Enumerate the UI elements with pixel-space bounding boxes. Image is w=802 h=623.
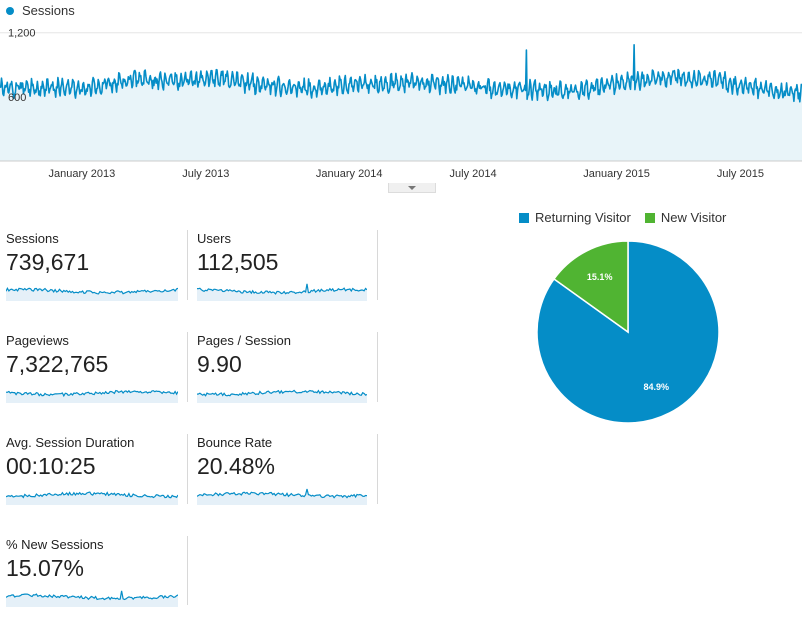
pie-legend: Returning Visitor New Visitor — [519, 210, 740, 225]
y-tick-label: 600 — [8, 92, 26, 104]
sparkline-line — [6, 590, 178, 601]
metric-tile-users[interactable]: Users 112,505 — [197, 231, 377, 317]
legend-returning-visitor-label: Returning Visitor — [535, 210, 631, 225]
x-tick-label: January 2013 — [49, 168, 116, 180]
legend-item-returning-visitor[interactable]: Returning Visitor — [519, 210, 631, 225]
sparkline-line — [6, 491, 178, 499]
sparkline-fill — [197, 390, 367, 403]
metric-tile-avg-session-duration[interactable]: Avg. Session Duration 00:10:25 — [6, 435, 186, 521]
sparkline — [6, 381, 178, 403]
sparkline-line — [6, 389, 178, 398]
x-tick-label: January 2014 — [316, 168, 383, 180]
sparkline — [197, 483, 367, 505]
sparkline-fill — [197, 489, 367, 505]
pie-slice-returning-visitor — [536, 240, 720, 424]
metric-value: 15.07% — [6, 555, 85, 581]
metric-label: Users — [197, 231, 231, 246]
sparkline-line — [6, 287, 178, 295]
x-tick-label: July 2013 — [182, 168, 229, 180]
sparkline — [6, 585, 178, 607]
x-tick-label: July 2014 — [450, 168, 497, 180]
metric-label: Pageviews — [6, 333, 69, 348]
sparkline-line — [197, 283, 367, 295]
legend-new-visitor-label: New Visitor — [660, 210, 727, 225]
metric-label: Sessions — [6, 231, 59, 246]
metric-tile-sessions[interactable]: Sessions 739,671 — [6, 231, 186, 317]
legend-sessions-label: Sessions — [22, 3, 75, 18]
sessions-series-line — [0, 44, 802, 103]
visitor-type-pie-chart[interactable]: 84.9% 15.1% — [530, 234, 726, 430]
tile-divider — [187, 230, 188, 300]
sessions-legend-dot — [6, 6, 14, 15]
sessions-area-fill — [0, 44, 802, 161]
metric-label: Bounce Rate — [197, 435, 273, 450]
legend-item-new-visitor[interactable]: New Visitor — [644, 210, 727, 225]
metric-value: 9.90 — [197, 351, 242, 377]
returning-visitor-swatch — [519, 212, 529, 223]
pie-slice-label: 84.9% — [644, 382, 670, 392]
sessions-line-chart[interactable]: 1,200 600 January 2013 July 2013 January 201… — [0, 22, 802, 184]
chevron-down-icon — [408, 185, 416, 190]
pie-slice-label: 15.1% — [587, 272, 613, 282]
y-tick-label: 1,200 — [8, 28, 36, 40]
sparkline-fill — [197, 283, 367, 301]
metric-value: 20.48% — [197, 453, 276, 479]
metric-tile-new-sessions[interactable]: % New Sessions 15.07% — [6, 537, 186, 623]
metric-tile-pages-per-session[interactable]: Pages / Session 9.90 — [197, 333, 377, 419]
chart-legend[interactable]: Sessions — [6, 3, 75, 18]
metric-tile-pageviews[interactable]: Pageviews 7,322,765 — [6, 333, 186, 419]
tile-divider — [187, 434, 188, 504]
metric-value: 739,671 — [6, 249, 90, 275]
tile-divider — [377, 434, 378, 504]
sparkline-line — [197, 488, 367, 499]
x-tick-label: January 2015 — [583, 168, 650, 180]
sparkline — [6, 483, 178, 505]
sparkline — [197, 381, 367, 403]
sparkline — [197, 279, 367, 301]
metric-tile-bounce-rate[interactable]: Bounce Rate 20.48% — [197, 435, 377, 521]
tile-divider — [377, 230, 378, 300]
tile-divider — [187, 536, 188, 605]
metric-value: 112,505 — [197, 249, 279, 275]
metric-value: 7,322,765 — [6, 351, 109, 377]
new-visitor-swatch — [644, 212, 655, 223]
metric-label: Pages / Session — [197, 333, 291, 348]
sparkline — [6, 279, 178, 301]
tile-divider — [377, 332, 378, 402]
sparkline-fill — [6, 390, 178, 403]
tile-divider — [187, 332, 188, 402]
metric-label: % New Sessions — [6, 537, 104, 552]
sparkline-fill — [6, 590, 178, 607]
pie-slice-new-visitor — [552, 240, 629, 334]
chart-collapse-toggle[interactable] — [388, 183, 436, 193]
metric-value: 00:10:25 — [6, 453, 96, 479]
metric-label: Avg. Session Duration — [6, 435, 135, 450]
sparkline-line — [197, 389, 367, 397]
x-tick-label: July 2015 — [717, 168, 764, 180]
